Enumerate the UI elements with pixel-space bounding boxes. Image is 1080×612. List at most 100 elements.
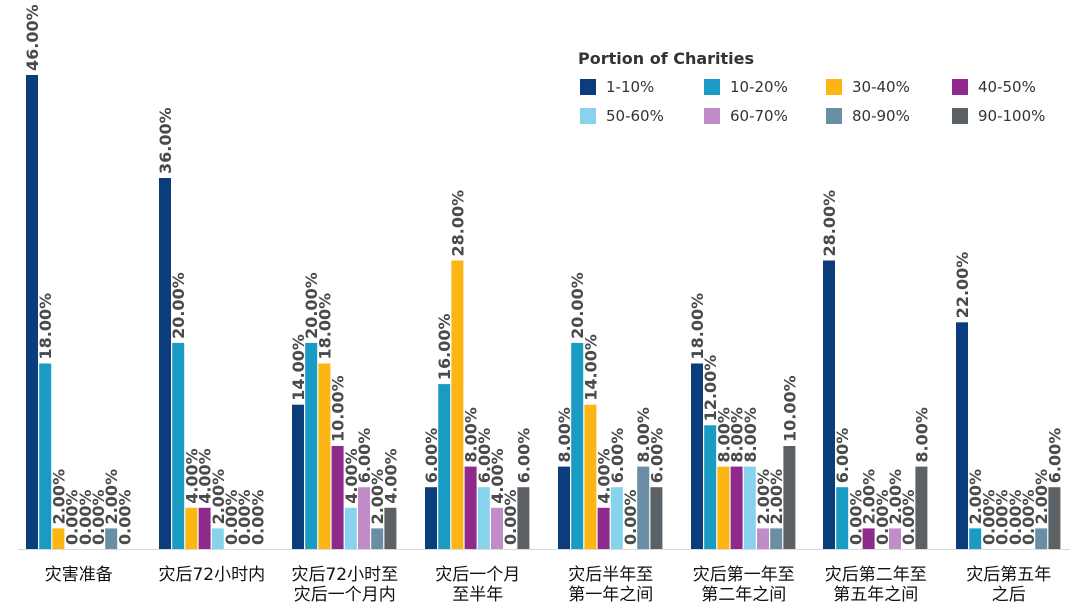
- category-label: 灾后72小时内: [158, 565, 265, 585]
- legend-entry-label: 10-20%: [730, 78, 788, 96]
- data-label: 28.00%: [820, 190, 839, 257]
- bar: [783, 446, 796, 549]
- bar: [743, 466, 756, 549]
- data-label: 2.00%: [102, 469, 121, 525]
- bar: [198, 507, 211, 549]
- data-label: 0.00%: [1006, 489, 1025, 545]
- data-label: 8.00%: [634, 407, 653, 463]
- bar: [52, 528, 65, 549]
- legend-entry-label: 80-90%: [852, 107, 910, 125]
- data-label: 0.00%: [222, 489, 241, 545]
- data-label: 0.00%: [63, 489, 82, 545]
- legend-title: Portion of Charities: [578, 49, 754, 68]
- data-label: 4.00%: [595, 448, 614, 504]
- data-label: 20.00%: [302, 272, 321, 339]
- data-label: 2.00%: [860, 469, 879, 525]
- bar: [438, 384, 451, 549]
- data-label: 4.00%: [488, 448, 507, 504]
- data-label: 0.00%: [235, 489, 254, 545]
- bar: [371, 528, 384, 549]
- category-label: 灾后半年至: [568, 565, 653, 585]
- data-label: 2.00%: [754, 469, 773, 525]
- bar: [650, 487, 663, 549]
- bar: [305, 342, 318, 549]
- bar: [730, 466, 743, 549]
- bar: [757, 528, 769, 549]
- data-label: 0.00%: [248, 489, 267, 545]
- bar: [691, 363, 703, 549]
- bar: [292, 404, 304, 549]
- legend-swatch: [952, 79, 968, 95]
- data-label: 8.00%: [714, 407, 733, 463]
- category-label: 第五年之间: [833, 585, 918, 605]
- data-label: 14.00%: [581, 334, 600, 401]
- data-label: 4.00%: [342, 448, 361, 504]
- data-label: 4.00%: [196, 448, 215, 504]
- bar: [172, 342, 185, 549]
- data-label: 14.00%: [289, 334, 308, 401]
- legend-swatch: [704, 79, 720, 95]
- bar: [717, 466, 730, 549]
- category-label: 至半年: [452, 585, 503, 605]
- data-label: 6.00%: [475, 428, 494, 484]
- bar: [1048, 487, 1061, 549]
- data-label: 0.00%: [846, 489, 865, 545]
- data-label: 28.00%: [448, 190, 467, 257]
- data-label: 36.00%: [156, 107, 175, 174]
- category-label: 灾后一个月内: [294, 585, 396, 605]
- data-label: 8.00%: [728, 407, 747, 463]
- data-label: 0.00%: [993, 489, 1012, 545]
- data-label: 2.00%: [209, 469, 228, 525]
- bar: [637, 466, 650, 549]
- bar: [558, 466, 570, 549]
- bar: [384, 507, 397, 549]
- bar: [969, 528, 982, 549]
- legend-entry-label: 1-10%: [606, 78, 654, 96]
- data-label: 20.00%: [169, 272, 188, 339]
- data-label: 6.00%: [1045, 428, 1064, 484]
- data-label: 2.00%: [1032, 469, 1051, 525]
- legend-entry-label: 30-40%: [852, 78, 910, 96]
- legend-swatch: [580, 79, 596, 95]
- data-label: 18.00%: [36, 293, 55, 360]
- bar: [704, 425, 717, 549]
- bar: [185, 507, 198, 549]
- data-label: 16.00%: [435, 313, 454, 380]
- bar: [105, 528, 118, 549]
- legend-swatch: [826, 108, 842, 124]
- category-label: 灾后第一年至: [693, 565, 795, 585]
- data-label: 0.00%: [899, 489, 918, 545]
- bar: [211, 528, 224, 549]
- bar: [159, 178, 171, 549]
- data-label: 0.00%: [76, 489, 95, 545]
- data-label: 2.00%: [966, 469, 985, 525]
- data-label: 2.00%: [49, 469, 68, 525]
- data-label: 0.00%: [1019, 489, 1038, 545]
- bar: [862, 528, 875, 549]
- bar: [610, 487, 623, 549]
- data-label: 4.00%: [182, 448, 201, 504]
- category-label: 灾后第五年: [966, 565, 1051, 585]
- data-label: 0.00%: [979, 489, 998, 545]
- legend-swatch: [580, 108, 596, 124]
- category-label: 第二年之间: [701, 585, 786, 605]
- legend-entry-label: 50-60%: [606, 107, 664, 125]
- bar: [836, 487, 849, 549]
- bar: [956, 322, 968, 549]
- category-label: 之后: [992, 585, 1026, 605]
- data-label: 0.00%: [89, 489, 108, 545]
- category-label: 灾害准备: [45, 565, 113, 585]
- bar: [491, 507, 503, 549]
- data-label: 46.00%: [23, 4, 42, 71]
- data-label: 6.00%: [833, 428, 852, 484]
- data-label: 6.00%: [514, 428, 533, 484]
- bar: [464, 466, 477, 549]
- bar: [1035, 528, 1048, 549]
- value-labels-layer: 46.00%18.00%2.00%0.00%0.00%0.00%2.00%0.0…: [23, 4, 1064, 545]
- data-label: 6.00%: [608, 428, 627, 484]
- bar: [823, 260, 835, 549]
- bar: [597, 507, 610, 549]
